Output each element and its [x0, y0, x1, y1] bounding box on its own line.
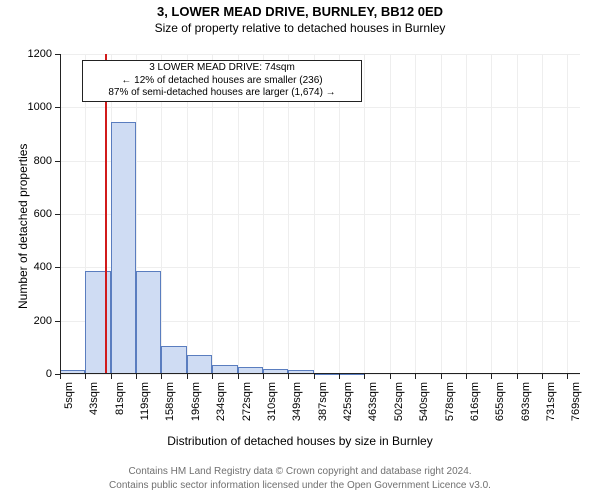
x-tick-mark [415, 374, 416, 379]
x-tick-label: 578sqm [444, 382, 456, 421]
y-tick-label: 200 [24, 315, 52, 327]
x-tick-label: 502sqm [393, 382, 405, 421]
y-tick-mark [55, 107, 60, 108]
x-tick-mark [60, 374, 61, 379]
x-tick-label: 310sqm [266, 382, 278, 421]
y-tick-label: 600 [24, 208, 52, 220]
x-tick-mark [517, 374, 518, 379]
x-tick-label: 655sqm [494, 382, 506, 421]
x-tick-mark [212, 374, 213, 379]
x-tick-label: 43sqm [88, 382, 100, 415]
y-tick-label: 400 [24, 261, 52, 273]
y-tick-label: 0 [24, 368, 52, 380]
x-tick-label: 540sqm [418, 382, 430, 421]
x-tick-mark [136, 374, 137, 379]
x-tick-mark [339, 374, 340, 379]
y-tick-label: 1200 [24, 48, 52, 60]
x-tick-mark [364, 374, 365, 379]
x-tick-label: 158sqm [164, 382, 176, 421]
y-tick-mark [55, 321, 60, 322]
chart-title: 3, LOWER MEAD DRIVE, BURNLEY, BB12 0ED [0, 4, 600, 19]
x-axis-label: Distribution of detached houses by size … [0, 434, 600, 448]
x-tick-label: 463sqm [367, 382, 379, 421]
y-tick-mark [55, 54, 60, 55]
x-tick-label: 425sqm [342, 382, 354, 421]
histogram-bar [161, 346, 186, 374]
x-tick-label: 196sqm [190, 382, 202, 421]
annotation-line-2: ← 12% of detached houses are smaller (23… [89, 75, 355, 88]
y-tick-label: 1000 [24, 101, 52, 113]
x-tick-label: 731sqm [545, 382, 557, 421]
annotation-box: 3 LOWER MEAD DRIVE: 74sqm← 12% of detach… [82, 60, 362, 102]
y-axis [60, 54, 61, 374]
x-tick-mark [85, 374, 86, 379]
x-tick-mark [187, 374, 188, 379]
property-marker-line [105, 54, 107, 374]
grid-h [60, 161, 580, 162]
x-tick-label: 5sqm [63, 382, 75, 409]
x-tick-mark [491, 374, 492, 379]
x-tick-mark [441, 374, 442, 379]
x-tick-label: 387sqm [317, 382, 329, 421]
histogram-bar [187, 355, 212, 374]
x-tick-label: 119sqm [139, 382, 151, 420]
y-tick-label: 800 [24, 155, 52, 167]
x-axis [60, 373, 580, 374]
x-tick-mark [161, 374, 162, 379]
x-tick-label: 272sqm [241, 382, 253, 421]
x-tick-label: 693sqm [520, 382, 532, 421]
grid-h [60, 267, 580, 268]
x-tick-label: 769sqm [570, 382, 582, 421]
grid-h [60, 54, 580, 55]
y-tick-mark [55, 161, 60, 162]
x-tick-mark [111, 374, 112, 379]
x-tick-mark [238, 374, 239, 379]
grid-h [60, 214, 580, 215]
x-tick-mark [466, 374, 467, 379]
y-axis-label: Number of detached properties [16, 144, 30, 309]
x-tick-label: 616sqm [469, 382, 481, 421]
histogram-bar [136, 271, 161, 374]
grid-h [60, 107, 580, 108]
y-tick-mark [55, 214, 60, 215]
annotation-line-3: 87% of semi-detached houses are larger (… [89, 87, 355, 100]
x-tick-label: 234sqm [215, 382, 227, 421]
x-tick-mark [263, 374, 264, 379]
x-tick-mark [390, 374, 391, 379]
annotation-line-1: 3 LOWER MEAD DRIVE: 74sqm [89, 62, 355, 75]
y-tick-mark [55, 267, 60, 268]
x-tick-label: 81sqm [114, 382, 126, 415]
x-tick-mark [542, 374, 543, 379]
caption-line-1: Contains HM Land Registry data © Crown c… [0, 466, 600, 477]
x-tick-mark [314, 374, 315, 379]
x-tick-mark [288, 374, 289, 379]
histogram-bar [111, 122, 136, 374]
x-tick-label: 349sqm [291, 382, 303, 421]
histogram-bar [85, 271, 110, 374]
x-tick-mark [567, 374, 568, 379]
plot-area: 3 LOWER MEAD DRIVE: 74sqm← 12% of detach… [60, 54, 580, 374]
caption-line-2: Contains public sector information licen… [0, 480, 600, 491]
chart-subtitle: Size of property relative to detached ho… [0, 21, 600, 35]
